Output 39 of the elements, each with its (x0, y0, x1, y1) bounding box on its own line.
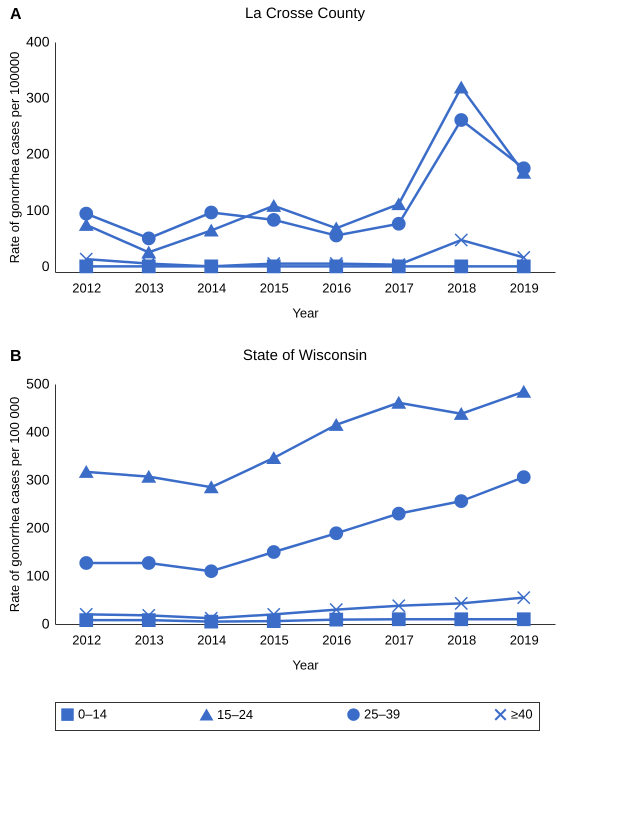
legend-label: ≥40 (511, 706, 533, 722)
x-tick-label: 2017 (384, 632, 414, 648)
y-tick-label: 100 (26, 568, 50, 584)
y-tick-label: 200 (26, 146, 50, 162)
x-tick-label: 2015 (260, 632, 289, 648)
y-tick-label: 300 (26, 472, 50, 488)
y-tick-label: 300 (26, 90, 50, 106)
chart-title: La Crosse County (244, 5, 366, 22)
x-axis-title: Year (292, 306, 320, 320)
x-tick-label: 2014 (197, 632, 226, 648)
legend-label: 0–14 (78, 706, 107, 722)
y-tick-label: 0 (42, 258, 50, 274)
y-tick-label: 0 (42, 616, 50, 632)
x-tick-label: 2019 (510, 280, 539, 296)
y-tick-label: 400 (26, 424, 50, 440)
x-tick-label: 2018 (447, 632, 476, 648)
x-tick-label: 2014 (197, 280, 226, 296)
text: A (10, 6, 22, 24)
text: B (10, 348, 22, 366)
x-tick-label: 2018 (447, 280, 476, 296)
x-tick-label: 2015 (260, 280, 289, 296)
legend-label: 15–24 (217, 706, 254, 722)
x-tick-label: 2012 (72, 280, 102, 296)
legend-label: 25–39 (364, 706, 400, 722)
x-tick-label: 2012 (72, 632, 102, 648)
x-tick-label: 2013 (134, 632, 164, 648)
chart-title: State of Wisconsin (242, 347, 368, 364)
y-tick-label: 100 (26, 202, 50, 218)
y-axis-title: Rate of gonorrhea cases per 100000 (7, 52, 22, 264)
x-axis-title: Year (292, 658, 320, 672)
x-tick-label: 2019 (510, 632, 539, 648)
x-tick-label: 2016 (322, 280, 352, 296)
y-tick-label: 200 (26, 520, 50, 536)
y-axis-title: Rate of gonorrhea cases per 100 000 (7, 396, 22, 612)
x-tick-label: 2017 (384, 280, 414, 296)
y-tick-label: 400 (26, 34, 50, 50)
y-tick-label: 500 (26, 376, 50, 392)
x-tick-label: 2013 (134, 280, 164, 296)
x-tick-label: 2016 (322, 632, 352, 648)
